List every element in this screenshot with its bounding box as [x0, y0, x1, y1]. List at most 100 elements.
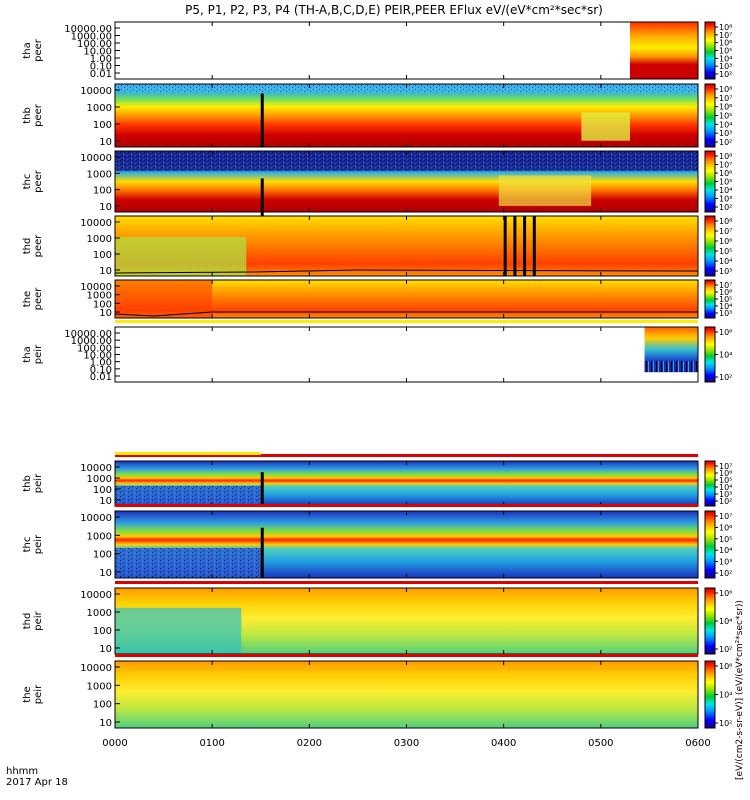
y-tick-label: 10.00 [83, 47, 112, 58]
y-axis-label: tha [22, 42, 33, 58]
y-axis-label: peer [33, 287, 44, 311]
colorbar-tick-label: 10³ [719, 309, 732, 318]
x-footer-label: hhmm [6, 766, 38, 777]
colorbar [704, 21, 716, 80]
data-gap-bar [532, 216, 536, 276]
spectrogram-feature [115, 237, 247, 276]
colorbar-tick-label: 10⁷ [719, 462, 732, 471]
colorbar-tick-label: 10⁶ [719, 288, 732, 297]
y-tick-label: 100 [93, 550, 112, 561]
colorbar-tick-label: 10² [719, 138, 732, 147]
y-tick-label: 0.10 [90, 62, 112, 73]
x-tick-label: 0200 [297, 738, 322, 749]
colorbar-tick-label: 10² [719, 569, 732, 578]
y-axis-label: peir [33, 610, 44, 630]
y-axis-label: thb [22, 475, 33, 492]
data-gap-bar [260, 472, 264, 506]
spacecraft-potential-line [114, 311, 698, 317]
y-tick-label: 100 [93, 626, 112, 637]
spectrogram-fill [115, 661, 698, 728]
colorbar-tick-label: 10⁶ [719, 39, 732, 48]
y-tick-label: 1000 [87, 474, 112, 485]
y-tick-label: 10000 [80, 663, 112, 674]
panel-thd-peir: 10000 1000 100 10 thd peir 10⁶ 10⁴ 10² [22, 581, 732, 655]
colorbar-tick-label: 10⁴ [719, 186, 732, 195]
colorbar-tick-label: 10² [719, 70, 732, 79]
y-tick-label: 1000 [87, 291, 112, 302]
y-tick-label: 0.10 [90, 365, 112, 376]
colorbar-tick-label: 10⁴ [719, 617, 732, 626]
colorbar-tick-label: 10⁶ [719, 469, 732, 478]
colorbar [704, 279, 716, 319]
y-tick-label: 100 [93, 120, 112, 131]
y-tick-label: 100 [93, 186, 112, 197]
y-tick-label: 1000 [87, 234, 112, 245]
colorbar-tick-label: 10⁴ [719, 54, 732, 63]
spectrogram-feature [581, 112, 630, 141]
y-tick-label: 1000 [87, 103, 112, 114]
y-tick-label: 10000 [80, 590, 112, 601]
y-tick-label: 10 [99, 644, 112, 655]
spectrogram-feature [115, 280, 213, 318]
colorbar-tick-label: 10⁶ [719, 523, 732, 532]
colorbar-tick-label: 10⁷ [719, 281, 732, 290]
x-tick-label: 0400 [491, 738, 516, 749]
colorbar-tick-label: 10⁵ [719, 535, 732, 544]
colorbar-tick-label: 10⁷ [719, 94, 732, 103]
y-tick-label: 10000 [80, 282, 112, 293]
y-axis-label: peer [33, 103, 44, 127]
y-tick-label: 100.00 [77, 343, 112, 354]
y-tick-label: 10000 [80, 153, 112, 164]
y-tick-label: 10000.00 [64, 24, 112, 35]
y-tick-label: 10000 [80, 218, 112, 229]
colorbar-tick-label: 10⁷ [719, 227, 732, 236]
colorbar [704, 150, 716, 213]
colorbar-tick-label: 10⁷ [719, 512, 732, 521]
colorbar-tick-label: 10⁴ [719, 546, 732, 555]
colorbar-units-label: [eV/(cm2-s-sr-eV)] (eV/(eV*cm²*sec*sr)) [735, 600, 745, 780]
y-tick-label: 10000.00 [64, 329, 112, 340]
x-axis: 0000 0100 0200 0300 0400 0500 0600 [102, 738, 710, 749]
colorbar-tick-label: 10⁵ [719, 47, 732, 56]
y-tick-label: 1000.00 [71, 336, 112, 347]
y-tick-label: 10.00 [83, 351, 112, 362]
y-axis-label: the [22, 686, 33, 702]
y-tick-label: 100 [93, 250, 112, 261]
colorbar [704, 215, 716, 277]
y-tick-label: 10 [99, 137, 112, 148]
y-tick-label: 1.00 [90, 54, 112, 65]
panel-the-peir: 10000 1000 100 10 the peir 10⁶ 10⁴ 10² [22, 654, 732, 729]
colorbar-tick-label: 10² [719, 373, 732, 382]
y-tick-label: 1000.00 [71, 32, 112, 43]
y-axis-label: tha [22, 346, 33, 362]
colorbar-tick-label: 10⁷ [719, 31, 732, 40]
colorbar-tick-label: 10⁶ [719, 328, 732, 337]
colorbar-tick-label: 10⁴ [719, 691, 732, 700]
quality-flag-stripe [115, 320, 698, 323]
y-axis-label: thd [22, 238, 33, 255]
y-tick-label: 100.00 [77, 39, 112, 50]
colorbar-tick-label: 10⁸ [719, 23, 732, 32]
data-gap-bar [523, 216, 527, 276]
quality-flag-stripe [115, 452, 261, 455]
y-axis-label: the [22, 291, 33, 307]
quality-flag-stripe [115, 581, 698, 584]
y-axis-label: thb [22, 107, 33, 124]
y-axis-label: peer [33, 38, 44, 62]
y-tick-label: 10 [99, 202, 112, 213]
colorbar-tick-label: 10³ [719, 558, 732, 567]
spectrogram-feature [115, 607, 242, 654]
y-axis-label: thc [22, 174, 33, 190]
colorbar-tick-label: 10² [719, 497, 732, 506]
colorbar-tick-label: 10⁸ [719, 85, 732, 94]
colorbar-tick-label: 10² [719, 645, 732, 654]
y-tick-label: 10000 [80, 513, 112, 524]
y-tick-label: 10 [99, 308, 112, 319]
colorbar-tick-label: 10⁶ [719, 237, 732, 246]
spectrogram-noise [115, 151, 698, 172]
colorbar [704, 587, 716, 655]
colorbar-tick-label: 10⁵ [719, 476, 732, 485]
